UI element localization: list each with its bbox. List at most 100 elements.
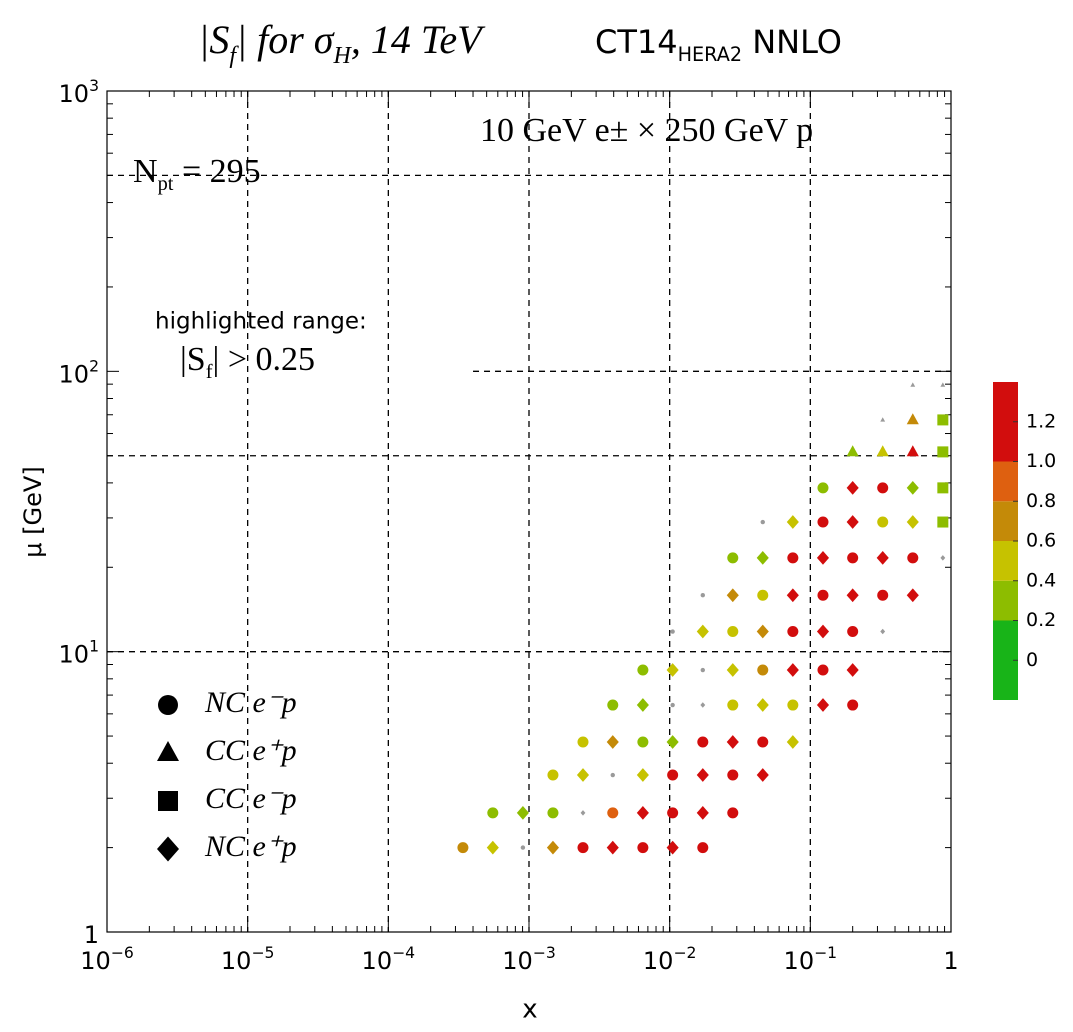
range-annotation: |Sf| > 0.25 <box>180 341 315 383</box>
tick-exp: −2 <box>673 944 696 962</box>
legend-marker <box>157 741 179 761</box>
point <box>577 736 589 748</box>
point <box>667 807 679 819</box>
colorbar-tick-label: 1.2 <box>1026 410 1056 432</box>
point <box>756 551 769 565</box>
point <box>910 382 916 387</box>
point <box>907 552 919 564</box>
chart-title-part: | for σ <box>236 17 335 62</box>
point <box>606 840 619 855</box>
point <box>937 414 949 426</box>
y-axis-label: μ [GeV] <box>19 466 47 557</box>
tick-base: 10 <box>502 947 533 975</box>
tick-base: 10 <box>221 947 252 975</box>
point <box>846 445 859 457</box>
tick-base: 10 <box>59 80 90 108</box>
tick-base: 10 <box>362 947 393 975</box>
npt-annotation-part: N <box>133 153 158 190</box>
point <box>697 842 709 854</box>
point <box>516 806 529 820</box>
tick-base: 10 <box>59 641 90 669</box>
point <box>906 413 919 425</box>
point <box>727 552 739 564</box>
point <box>696 624 709 639</box>
colorbar-tick-label: 0.6 <box>1026 530 1056 552</box>
point <box>846 588 859 603</box>
tick-exp: −6 <box>111 944 134 962</box>
point <box>700 702 706 708</box>
x-tick-label: 10−4 <box>362 944 416 976</box>
point <box>546 840 560 855</box>
point <box>817 516 829 528</box>
tick-exp: −1 <box>814 944 837 962</box>
tick-base: 10 <box>80 947 111 975</box>
point <box>880 417 886 422</box>
point <box>606 735 619 749</box>
tick-exp: −3 <box>533 944 556 962</box>
point <box>666 735 679 749</box>
point <box>876 551 889 565</box>
point <box>940 382 946 387</box>
point <box>817 589 829 601</box>
point <box>726 735 739 749</box>
colorbar-band <box>993 501 1018 541</box>
point <box>906 445 919 457</box>
x-axis-label: x <box>522 995 537 1025</box>
colorbar-band <box>993 461 1018 502</box>
chart-subtitle-part: CT14 <box>595 23 678 61</box>
point <box>876 445 889 457</box>
point <box>846 663 859 677</box>
x-tick-label: 10−6 <box>80 944 134 976</box>
point <box>846 515 859 529</box>
point <box>786 663 799 677</box>
chart-title-part: , 14 TeV <box>351 17 486 62</box>
legend-marker <box>158 791 178 811</box>
x-tick-label: 1 <box>943 947 958 975</box>
colorbar-tick-label: 0.8 <box>1026 490 1056 512</box>
point <box>757 664 769 676</box>
chart-title: |Sf| for σH, 14 TeV <box>198 17 486 68</box>
npt-annotation: Npt = 295 <box>133 153 261 195</box>
tick-base: 10 <box>59 360 90 388</box>
point <box>940 555 946 561</box>
point <box>817 664 829 676</box>
point <box>666 663 679 677</box>
point <box>786 515 799 529</box>
colorbar-tick-label: 0.2 <box>1026 609 1056 631</box>
point <box>547 769 559 781</box>
point <box>576 768 590 782</box>
point <box>760 519 765 525</box>
point <box>846 480 859 495</box>
point <box>937 516 949 528</box>
point <box>667 769 679 781</box>
point <box>847 552 859 564</box>
tick-exp: 1 <box>89 637 99 655</box>
point <box>700 667 705 673</box>
point <box>636 698 649 712</box>
point <box>636 806 649 820</box>
legend-label: CC e⁺p <box>205 734 297 767</box>
legend-label: CC e⁻p <box>205 782 297 815</box>
point <box>937 482 949 494</box>
point <box>726 588 739 603</box>
npt-annotation-part: pt <box>158 173 174 195</box>
point <box>697 736 709 748</box>
chart-subtitle-part: HERA2 <box>678 43 742 66</box>
legend-label: NC e⁺p <box>204 830 297 863</box>
chart-subtitle-part: NNLO <box>742 23 842 61</box>
y-tick-label: 1 <box>84 921 99 949</box>
tick-exp: 3 <box>89 77 99 95</box>
point <box>880 628 886 635</box>
legend-marker <box>157 836 179 862</box>
point <box>696 768 709 782</box>
colorbar-tick-label: 0.4 <box>1026 569 1056 591</box>
legend-label: NC e⁻p <box>204 686 297 719</box>
point <box>756 768 769 782</box>
point <box>727 807 739 819</box>
y-tick-label: 103 <box>59 77 99 109</box>
point <box>877 589 889 601</box>
point <box>906 515 919 529</box>
point <box>756 698 769 712</box>
y-tick-label: 101 <box>59 637 99 669</box>
